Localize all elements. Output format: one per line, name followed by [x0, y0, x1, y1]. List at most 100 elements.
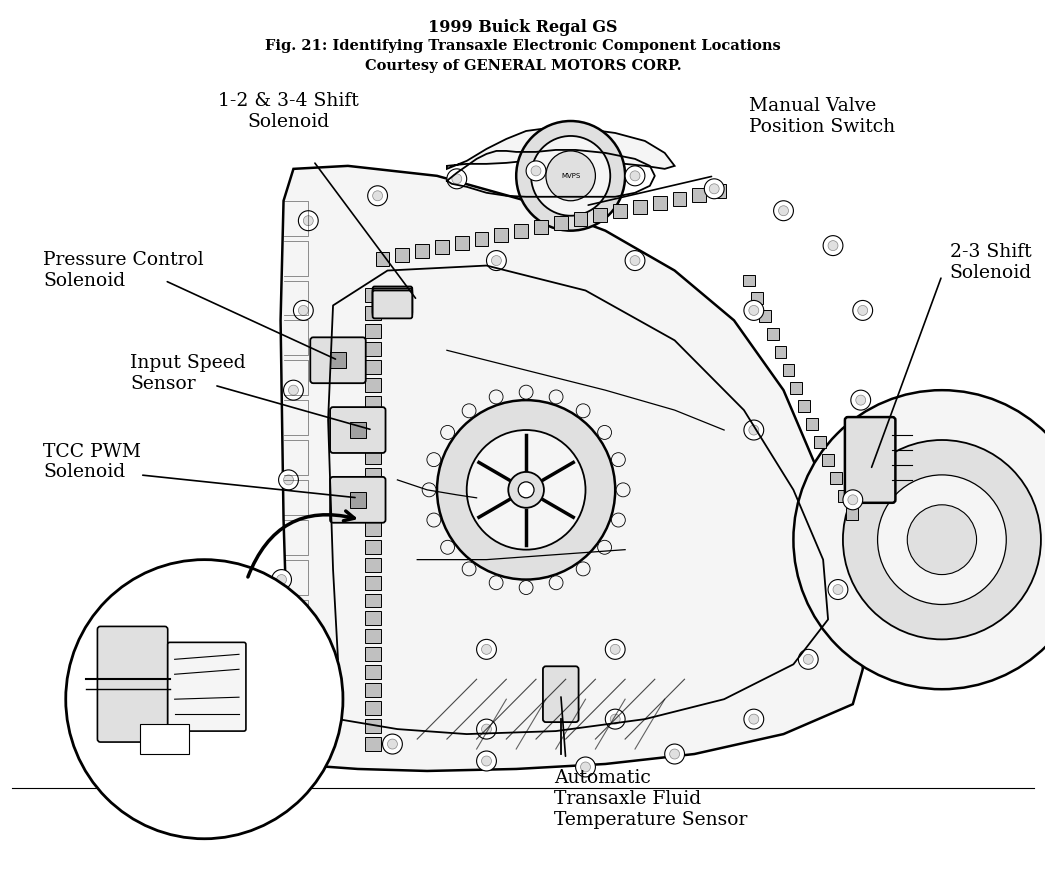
FancyBboxPatch shape [310, 338, 366, 383]
Circle shape [798, 650, 818, 669]
Circle shape [304, 216, 313, 225]
Bar [395, 248, 409, 262]
Text: 2-3 Shift
Solenoid: 2-3 Shift Solenoid [950, 243, 1032, 282]
Bar [494, 228, 508, 241]
Circle shape [748, 714, 759, 724]
Bar [474, 232, 488, 246]
Circle shape [276, 575, 287, 584]
Circle shape [625, 250, 645, 271]
Bar [365, 486, 380, 499]
Circle shape [516, 121, 625, 231]
Bar [838, 490, 850, 502]
Bar [846, 507, 858, 520]
Bar [365, 701, 380, 715]
Circle shape [803, 654, 814, 664]
Circle shape [856, 395, 865, 405]
Bar [365, 612, 380, 625]
Bar [365, 396, 380, 410]
Bar [798, 400, 811, 412]
Bar [759, 310, 770, 323]
Circle shape [611, 453, 625, 467]
Bar [750, 293, 763, 304]
Circle shape [508, 472, 544, 507]
Circle shape [526, 161, 546, 181]
Circle shape [704, 179, 724, 199]
Circle shape [748, 306, 759, 316]
Circle shape [878, 475, 1007, 605]
Circle shape [278, 664, 289, 674]
Circle shape [851, 390, 871, 410]
Bar [692, 187, 706, 202]
Circle shape [794, 390, 1054, 690]
Circle shape [858, 306, 867, 316]
Circle shape [843, 440, 1041, 639]
Circle shape [744, 301, 764, 320]
Circle shape [437, 400, 616, 580]
Bar [633, 200, 647, 214]
Bar [806, 418, 818, 430]
Text: 1999 Buick Regal GS: 1999 Buick Regal GS [428, 19, 618, 36]
Bar [350, 492, 366, 507]
Circle shape [577, 562, 590, 575]
Bar [782, 364, 795, 377]
Circle shape [452, 174, 462, 184]
Circle shape [388, 739, 397, 749]
Circle shape [289, 385, 298, 395]
Text: Fig. 21: Identifying Transaxle Electronic Component Locations: Fig. 21: Identifying Transaxle Electroni… [266, 39, 781, 53]
Circle shape [520, 385, 533, 400]
Bar [514, 224, 528, 238]
Bar [365, 683, 380, 697]
Circle shape [744, 420, 764, 440]
Circle shape [482, 724, 491, 734]
Circle shape [520, 581, 533, 595]
Circle shape [487, 250, 506, 271]
Bar [573, 212, 587, 225]
Circle shape [531, 166, 541, 176]
Circle shape [427, 453, 441, 467]
Bar [365, 575, 380, 590]
Bar [365, 468, 380, 482]
Bar [534, 220, 548, 233]
Bar [365, 414, 380, 428]
Bar [365, 593, 380, 607]
Bar [365, 540, 380, 553]
FancyBboxPatch shape [543, 667, 579, 722]
Circle shape [274, 659, 293, 679]
Circle shape [423, 483, 436, 497]
Bar [822, 454, 834, 466]
Bar [350, 422, 366, 438]
Bar [365, 361, 380, 374]
Bar [435, 240, 449, 254]
Circle shape [617, 483, 630, 497]
Circle shape [441, 540, 454, 554]
Polygon shape [280, 166, 863, 771]
FancyBboxPatch shape [168, 643, 246, 731]
Circle shape [605, 709, 625, 729]
Circle shape [298, 210, 318, 231]
Bar [455, 236, 469, 249]
Bar [766, 328, 779, 340]
Circle shape [549, 575, 563, 590]
Circle shape [605, 639, 625, 659]
Circle shape [546, 151, 596, 201]
Text: 1-2 & 3-4 Shift
Solenoid: 1-2 & 3-4 Shift Solenoid [218, 92, 358, 131]
Circle shape [709, 184, 719, 194]
FancyBboxPatch shape [845, 417, 896, 503]
Bar [365, 342, 380, 356]
Bar [365, 504, 380, 518]
Circle shape [284, 380, 304, 400]
Circle shape [383, 734, 403, 754]
Circle shape [462, 404, 476, 418]
Text: Automatic
Transaxle Fluid
Temperature Sensor: Automatic Transaxle Fluid Temperature Se… [553, 769, 747, 828]
Circle shape [313, 713, 324, 722]
Circle shape [482, 644, 491, 654]
Circle shape [625, 166, 645, 186]
Bar [365, 307, 380, 320]
Bar [814, 436, 826, 448]
Circle shape [278, 470, 298, 490]
Bar [365, 647, 380, 661]
Bar [593, 208, 607, 222]
Bar [672, 192, 686, 206]
Circle shape [744, 709, 764, 729]
Circle shape [531, 136, 610, 216]
